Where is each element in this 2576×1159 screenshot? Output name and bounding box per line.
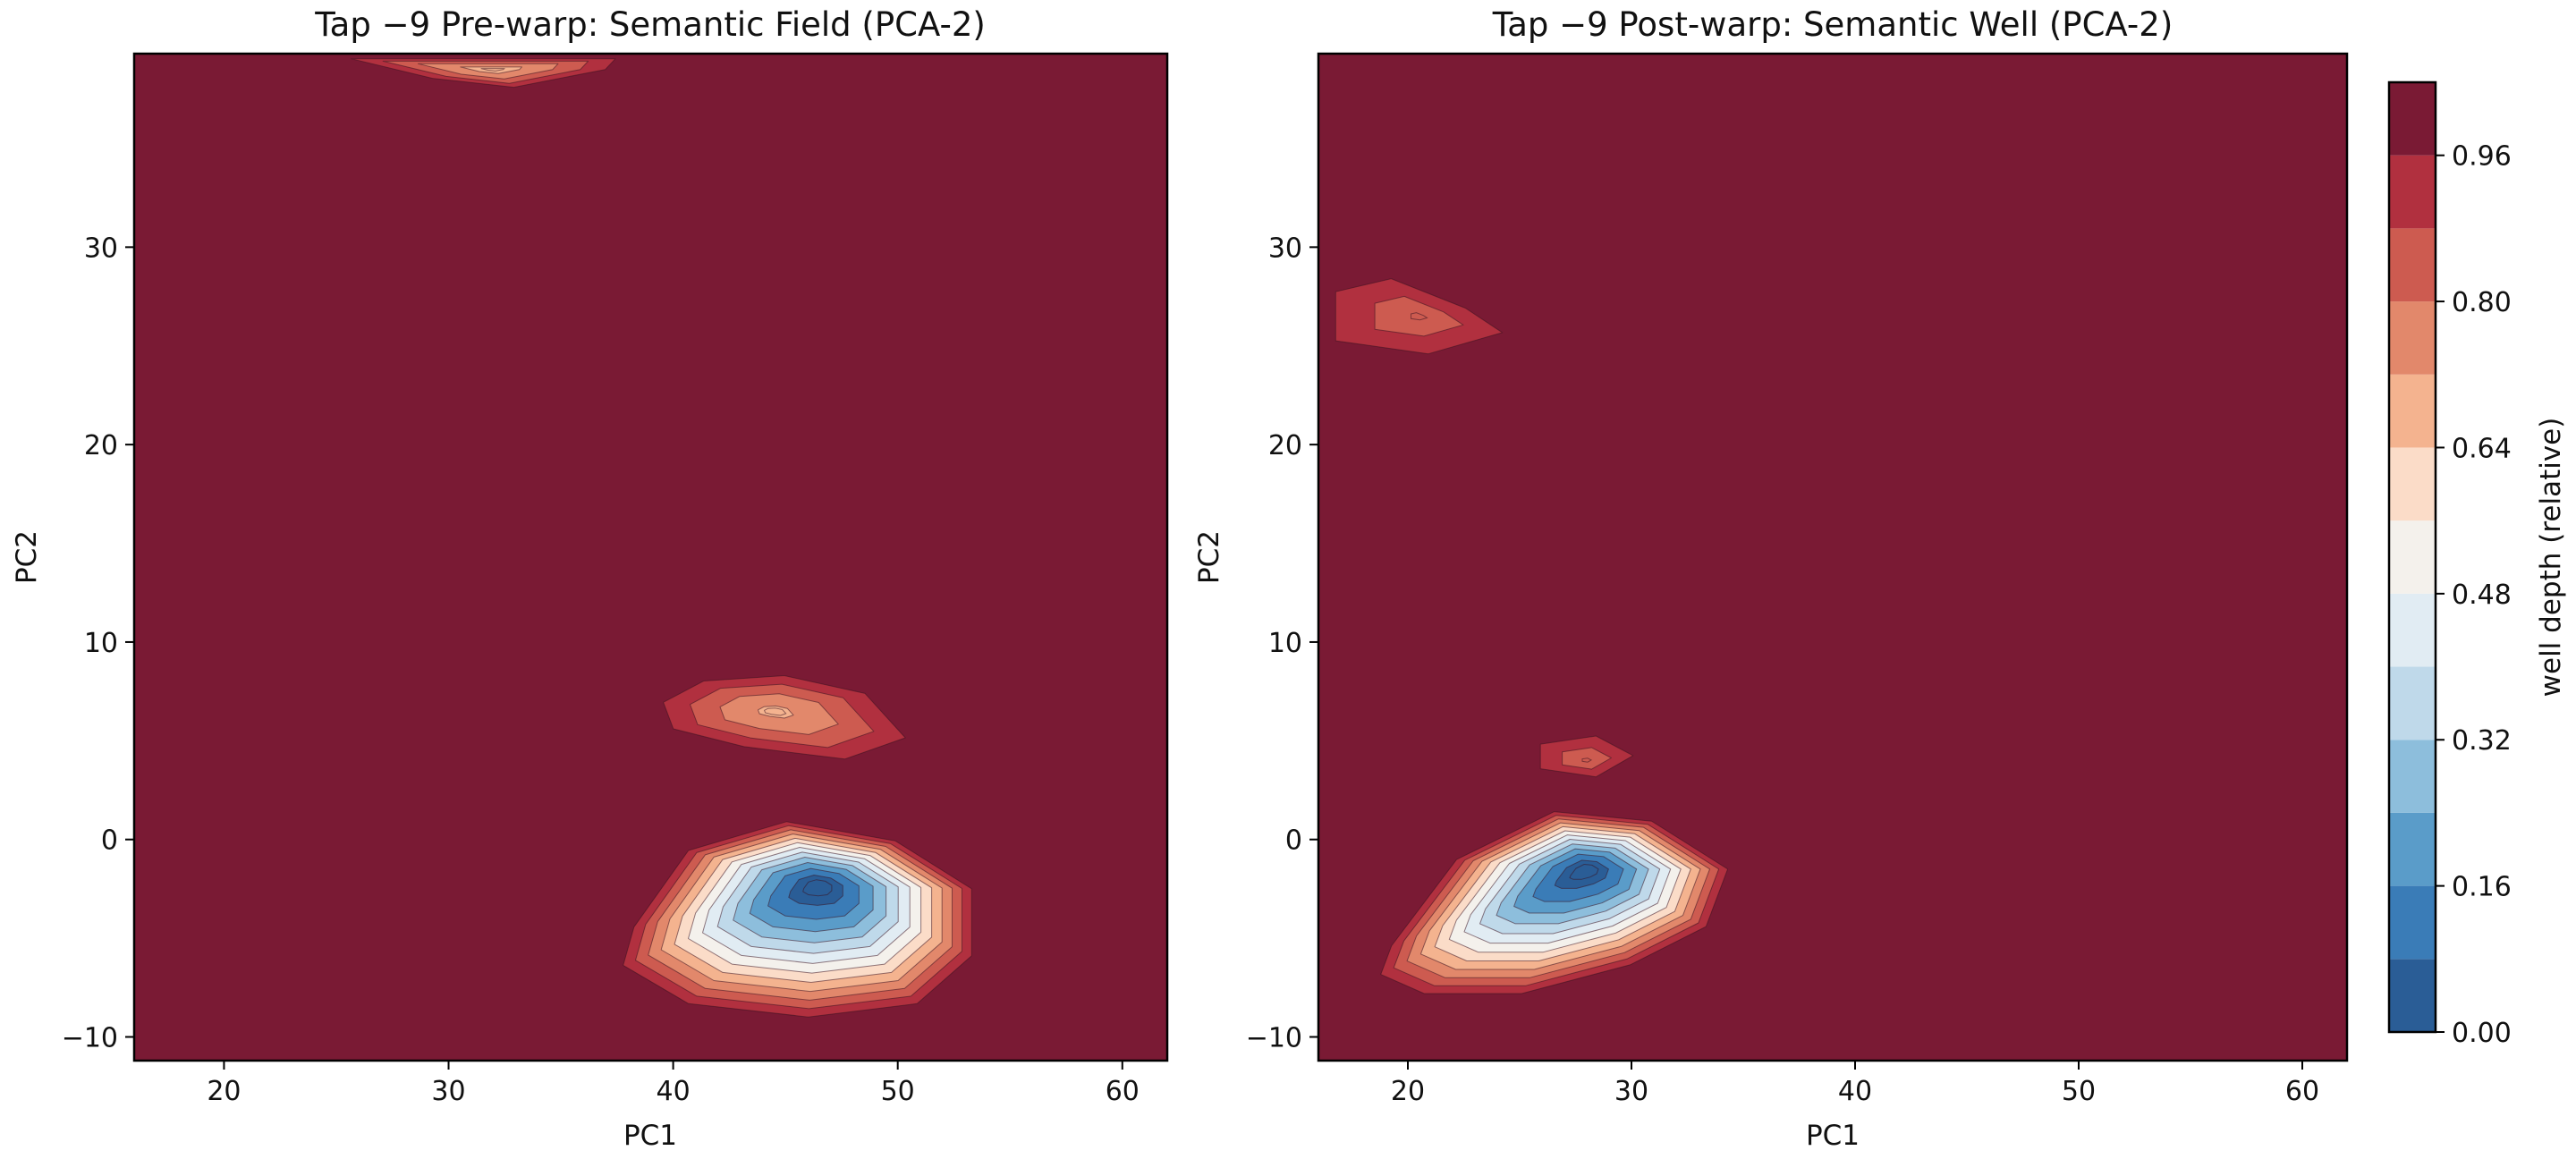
colorbar-tick-label: 0.48 (2452, 580, 2512, 611)
y-tick-label: 10 (84, 628, 118, 659)
colorbar-tick-label: 0.00 (2452, 1018, 2512, 1049)
y-tick-label: 10 (1268, 628, 1302, 659)
colorbar-tick-label: 0.96 (2452, 141, 2512, 173)
axis-ticks: 20 30 40 50 60 −10 0 10 20 30 (62, 233, 1140, 1107)
contour-core (802, 879, 833, 897)
colorbar-ticks: 0.00 0.16 0.32 0.48 0.64 0.80 0.96 (2436, 141, 2512, 1049)
contour-core (1569, 863, 1599, 880)
colorbar-band (2389, 228, 2436, 302)
axis-ticks: 20 30 40 50 60 −10 0 10 20 30 (1246, 233, 2319, 1107)
colorbar-band (2389, 812, 2436, 886)
contour-core (1411, 312, 1428, 321)
y-tick-label: −10 (62, 1023, 118, 1054)
x-tick-label: 30 (431, 1076, 465, 1107)
colorbar-band (2389, 374, 2436, 448)
x-tick-label: 50 (2062, 1076, 2096, 1107)
x-axis-label: PC1 (623, 1120, 677, 1152)
colorbar-label: well depth (relative) (2535, 418, 2567, 698)
plot-frame (1317, 52, 2349, 1062)
x-tick-label: 20 (207, 1076, 241, 1107)
colorbar: 0.00 0.16 0.32 0.48 0.64 0.80 0.96 well depth … (2387, 80, 2567, 1049)
colorbar-band (2389, 593, 2436, 667)
contour-core (480, 68, 505, 72)
contour-plot-area (134, 54, 1167, 1061)
y-tick-label: 0 (1285, 825, 1302, 857)
colorbar-bands (2389, 82, 2436, 1032)
plot-frame (132, 52, 1169, 1062)
colorbar-frame (2387, 80, 2437, 1034)
contour-background (134, 54, 1167, 1061)
x-tick-label: 50 (881, 1076, 915, 1107)
colorbar-band (2389, 155, 2436, 229)
colorbar-tick-label: 0.80 (2452, 287, 2512, 318)
colorbar-band (2389, 82, 2436, 156)
colorbar-tick-label: 0.32 (2452, 725, 2512, 757)
colorbar-tick-label: 0.16 (2452, 872, 2512, 903)
colorbar-band (2389, 301, 2436, 375)
colorbar-band (2389, 885, 2436, 960)
colorbar-band (2389, 666, 2436, 740)
chart-title: Tap −9 Pre-warp: Semantic Field (PCA-2) (314, 5, 986, 44)
contour-core (763, 707, 787, 716)
colorbar-tick-label: 0.64 (2452, 433, 2512, 464)
panel-post-warp: Tap −9 Post-warp: Semantic Well (PCA-2) … (1193, 5, 2349, 1152)
panel-pre-warp: Tap −9 Pre-warp: Semantic Field (PCA-2) … (11, 5, 1169, 1152)
y-tick-label: 0 (101, 825, 118, 857)
y-axis-label: PC2 (1193, 530, 1225, 584)
x-tick-label: 20 (1391, 1076, 1425, 1107)
x-axis-label: PC1 (1806, 1120, 1860, 1152)
x-tick-label: 40 (657, 1076, 691, 1107)
x-tick-label: 40 (1838, 1076, 1872, 1107)
contour-core (1581, 757, 1593, 763)
x-tick-label: 60 (2285, 1076, 2319, 1107)
y-tick-label: 30 (1268, 233, 1302, 264)
x-tick-label: 60 (1106, 1076, 1140, 1107)
contour-plot-area (1318, 54, 2347, 1061)
x-tick-label: 30 (1614, 1076, 1648, 1107)
y-tick-label: −10 (1246, 1023, 1302, 1054)
colorbar-band (2389, 959, 2436, 1032)
y-tick-label: 20 (1268, 430, 1302, 461)
y-tick-label: 20 (84, 430, 118, 461)
y-tick-label: 30 (84, 233, 118, 264)
colorbar-band (2389, 447, 2436, 521)
colorbar-band (2389, 520, 2436, 594)
y-axis-label: PC2 (11, 530, 43, 584)
chart-title: Tap −9 Post-warp: Semantic Well (PCA-2) (1492, 5, 2174, 44)
colorbar-band (2389, 740, 2436, 813)
